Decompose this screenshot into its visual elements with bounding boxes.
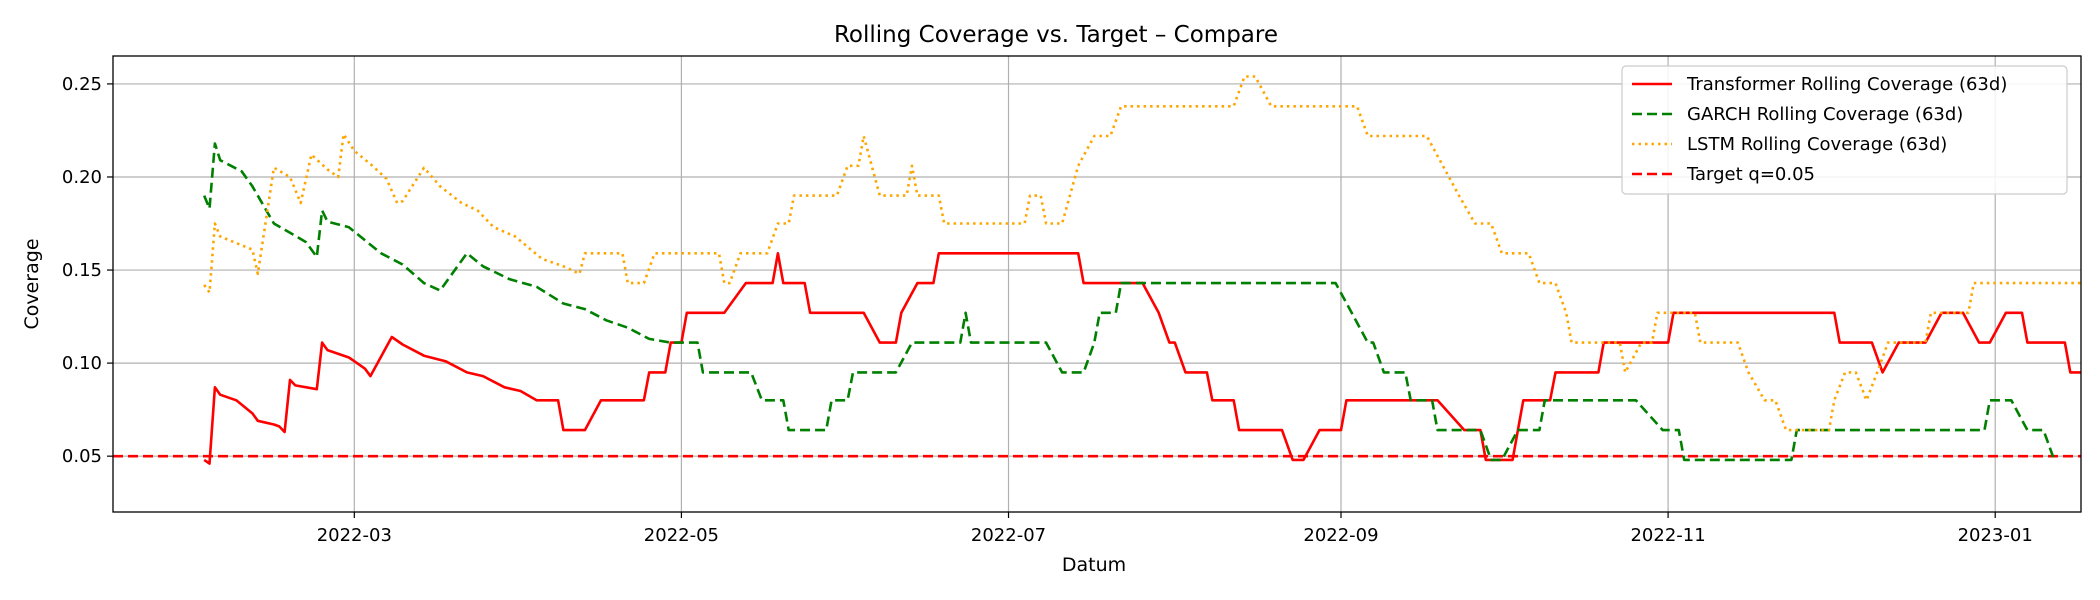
x-tick-label: 2022-07 xyxy=(971,525,1046,546)
y-tick-label: 0.20 xyxy=(62,167,102,188)
series-line-3 xyxy=(203,75,2081,432)
y-axis: 0.05 0.10 0.15 0.20 0.25 xyxy=(62,74,113,467)
x-tick-label: 2022-05 xyxy=(644,525,719,546)
chart-title: Rolling Coverage vs. Target – Compare xyxy=(834,22,1278,48)
legend-label: Transformer Rolling Coverage (63d) xyxy=(1686,74,2007,95)
legend-box xyxy=(1621,65,2068,195)
series-layer xyxy=(202,75,2081,465)
legend-label: GARCH Rolling Coverage (63d) xyxy=(1687,104,1963,125)
legend-label: Target q=0.05 xyxy=(1686,164,1815,185)
y-axis-title: Coverage xyxy=(21,238,43,329)
x-axis: 2022-03 2022-05 2022-07 2022-09 2022-11 2023-… xyxy=(317,512,2033,546)
x-tick-label: 2022-03 xyxy=(317,525,392,546)
y-tick-label: 0.25 xyxy=(62,74,102,95)
y-tick-label: 0.05 xyxy=(62,446,102,467)
series-line-1 xyxy=(203,252,2081,465)
series-line-2 xyxy=(202,142,2056,462)
x-axis-title: Datum xyxy=(1062,554,1126,576)
legend: Transformer Rolling Coverage (63d) GARCH … xyxy=(1621,65,2068,195)
x-tick-label: 2022-09 xyxy=(1303,525,1378,546)
x-tick-label: 2023-01 xyxy=(1958,525,2033,546)
x-tick-label: 2022-11 xyxy=(1630,525,1705,546)
y-tick-label: 0.15 xyxy=(62,260,102,281)
legend-label: LSTM Rolling Coverage (63d) xyxy=(1687,134,1947,155)
plot-area-frame xyxy=(112,55,2082,513)
y-tick-label: 0.10 xyxy=(62,353,102,374)
